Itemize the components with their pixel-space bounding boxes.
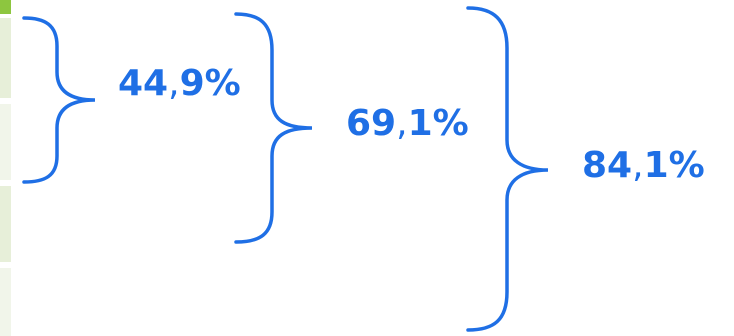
percentage-label-69-1: 69,1% [346,106,469,142]
label-comma: , [632,145,644,186]
strip-segment [0,18,11,98]
strip-segment [0,268,11,336]
label-comma: , [168,63,180,104]
label-decimal: 1% [643,145,705,186]
brace-1 [22,16,96,184]
brace-2 [234,12,313,244]
label-integer: 69 [346,103,397,144]
percentage-label-44-9: 44,9% [118,66,241,102]
left-edge-strip [0,0,11,336]
label-comma: , [396,103,408,144]
strip-segment [0,186,11,262]
label-decimal: 1% [407,103,469,144]
strip-accent-segment [0,0,11,14]
strip-segment [0,104,11,180]
percentage-label-84-1: 84,1% [582,148,705,184]
brace-3 [466,6,549,332]
label-decimal: 9% [179,63,241,104]
label-integer: 44 [118,63,169,104]
label-integer: 84 [582,145,633,186]
